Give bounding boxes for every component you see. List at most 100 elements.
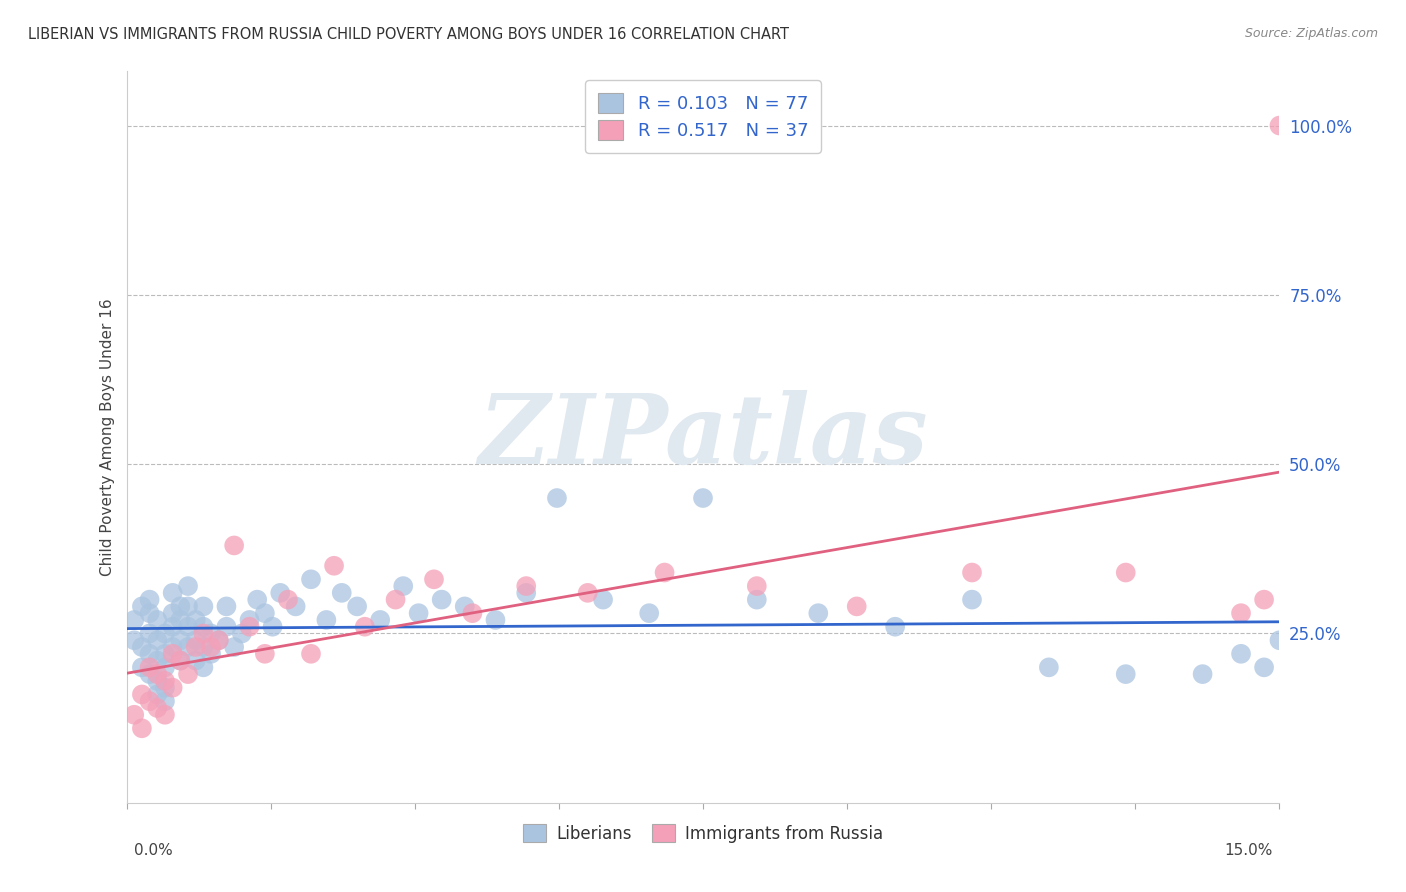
Point xyxy=(1230,606,1253,620)
Point xyxy=(368,613,391,627)
Point xyxy=(454,599,477,614)
Point xyxy=(330,586,353,600)
Point xyxy=(131,640,153,654)
Point xyxy=(484,613,506,627)
Point xyxy=(200,640,222,654)
Text: 15.0%: 15.0% xyxy=(1225,843,1272,858)
Point xyxy=(461,606,484,620)
Text: Source: ZipAtlas.com: Source: ZipAtlas.com xyxy=(1244,27,1378,40)
Point xyxy=(1268,633,1291,648)
Point xyxy=(200,647,222,661)
Point xyxy=(745,592,768,607)
Point xyxy=(638,606,661,620)
Point xyxy=(138,694,160,708)
Point xyxy=(122,613,145,627)
Point xyxy=(122,633,145,648)
Point xyxy=(576,586,599,600)
Point xyxy=(384,592,406,607)
Point xyxy=(169,654,191,668)
Point xyxy=(146,654,169,668)
Point xyxy=(323,558,346,573)
Point xyxy=(162,606,184,620)
Point xyxy=(131,660,153,674)
Point xyxy=(208,633,231,648)
Point xyxy=(138,667,160,681)
Point xyxy=(177,667,200,681)
Point xyxy=(284,599,307,614)
Point xyxy=(169,654,191,668)
Point xyxy=(392,579,415,593)
Point xyxy=(184,640,207,654)
Point xyxy=(153,707,176,722)
Point xyxy=(238,613,260,627)
Point xyxy=(1268,119,1291,133)
Point xyxy=(153,694,176,708)
Point xyxy=(153,660,176,674)
Point xyxy=(138,626,160,640)
Point xyxy=(515,586,537,600)
Point xyxy=(184,633,207,648)
Point xyxy=(169,599,191,614)
Point xyxy=(215,599,238,614)
Point xyxy=(546,491,568,505)
Point xyxy=(138,660,160,674)
Point xyxy=(184,654,207,668)
Point xyxy=(193,660,215,674)
Point xyxy=(1115,566,1137,580)
Legend: Liberians, Immigrants from Russia: Liberians, Immigrants from Russia xyxy=(516,818,890,849)
Point xyxy=(153,626,176,640)
Point xyxy=(146,633,169,648)
Point xyxy=(960,566,983,580)
Point xyxy=(346,599,368,614)
Point xyxy=(162,647,184,661)
Point xyxy=(162,620,184,634)
Point xyxy=(884,620,907,634)
Point xyxy=(177,579,200,593)
Point xyxy=(177,620,200,634)
Point xyxy=(193,599,215,614)
Point xyxy=(153,673,176,688)
Point xyxy=(1191,667,1213,681)
Point xyxy=(262,620,284,634)
Point xyxy=(423,572,446,586)
Point xyxy=(1230,647,1253,661)
Text: ZIPatlas: ZIPatlas xyxy=(478,390,928,484)
Point xyxy=(131,688,153,702)
Point xyxy=(184,613,207,627)
Point xyxy=(960,592,983,607)
Point xyxy=(515,579,537,593)
Point xyxy=(592,592,614,607)
Point xyxy=(138,592,160,607)
Point xyxy=(193,626,215,640)
Point xyxy=(131,599,153,614)
Point xyxy=(146,667,169,681)
Point xyxy=(299,647,322,661)
Point xyxy=(162,586,184,600)
Point xyxy=(138,647,160,661)
Point xyxy=(269,586,291,600)
Point xyxy=(146,701,169,715)
Point xyxy=(138,606,160,620)
Point xyxy=(122,707,145,722)
Point xyxy=(208,633,231,648)
Point xyxy=(162,640,184,654)
Point xyxy=(408,606,430,620)
Y-axis label: Child Poverty Among Boys Under 16: Child Poverty Among Boys Under 16 xyxy=(100,298,115,576)
Point xyxy=(654,566,676,580)
Point xyxy=(146,673,169,688)
Point xyxy=(845,599,868,614)
Point xyxy=(430,592,453,607)
Point xyxy=(238,620,260,634)
Point xyxy=(1038,660,1060,674)
Point xyxy=(224,538,246,552)
Point xyxy=(146,688,169,702)
Point xyxy=(231,626,253,640)
Point xyxy=(215,620,238,634)
Point xyxy=(246,592,269,607)
Point xyxy=(807,606,830,620)
Point xyxy=(146,613,169,627)
Point xyxy=(131,721,153,735)
Point xyxy=(177,640,200,654)
Point xyxy=(253,606,276,620)
Point xyxy=(745,579,768,593)
